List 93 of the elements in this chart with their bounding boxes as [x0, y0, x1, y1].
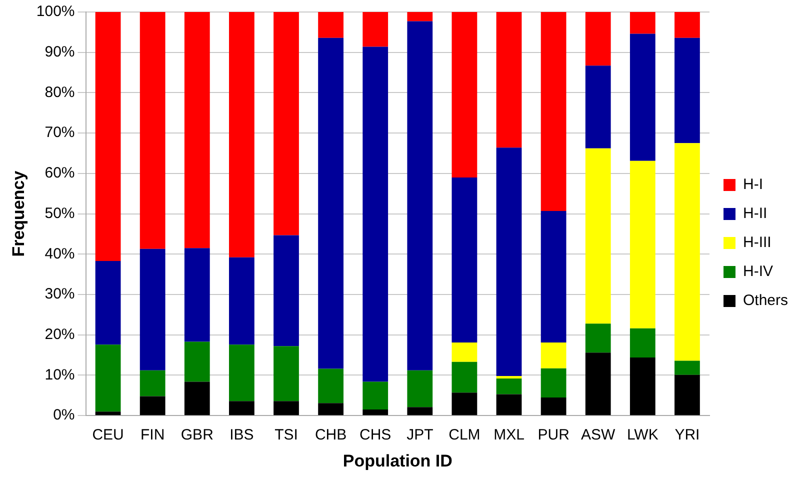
- bar: [496, 12, 522, 148]
- bar: [585, 12, 611, 66]
- bar: [362, 46, 388, 382]
- bar: [95, 344, 121, 412]
- bar: [95, 12, 121, 262]
- bar: [274, 346, 299, 402]
- x-tick-label: CHB: [314, 426, 347, 444]
- bar: [674, 143, 700, 361]
- bar: [184, 342, 210, 382]
- bar: [496, 378, 522, 394]
- x-tick-label: FIN: [140, 426, 165, 444]
- bar: [630, 12, 656, 34]
- bar: [140, 12, 166, 249]
- bar: [585, 148, 611, 324]
- bar: [630, 34, 656, 161]
- bar: [674, 374, 700, 416]
- bar: [407, 21, 433, 370]
- y-tick-label: 100%: [36, 3, 75, 20]
- bar: [274, 401, 299, 416]
- bar: [585, 324, 611, 353]
- y-tick-label: 20%: [44, 326, 75, 344]
- bar: [630, 328, 656, 358]
- legend-label: H-IV: [742, 263, 773, 280]
- bar: [407, 407, 433, 416]
- bar: [585, 66, 611, 148]
- bar: [630, 160, 656, 328]
- x-tick-label: CLM: [448, 426, 480, 444]
- x-tick-label: YRI: [674, 426, 700, 444]
- y-tick-label: 70%: [44, 124, 75, 142]
- bar: [452, 177, 478, 343]
- bar: [95, 261, 121, 345]
- bar: [674, 38, 700, 144]
- x-tick-label: IBS: [230, 426, 254, 444]
- bar: [362, 410, 388, 416]
- bar: [274, 235, 299, 346]
- bar: [674, 12, 700, 38]
- bar: [184, 12, 210, 248]
- x-tick-label: MXL: [494, 426, 524, 444]
- bar: [229, 12, 254, 258]
- bar: [452, 392, 478, 416]
- legend-label: Others: [742, 292, 788, 310]
- bar: [184, 248, 210, 342]
- bar: [318, 368, 344, 404]
- y-axis-title: Frequency: [8, 170, 28, 257]
- bar: [585, 352, 611, 416]
- bar: [452, 362, 478, 393]
- bar: [229, 257, 254, 345]
- bar: [362, 12, 388, 47]
- y-tick-label: 30%: [44, 286, 75, 303]
- x-tick-label: JPT: [406, 426, 434, 444]
- bar: [407, 370, 433, 408]
- y-tick-label: 0%: [53, 406, 75, 424]
- x-tick-label: CHS: [360, 426, 392, 444]
- x-tick-label: PUR: [538, 426, 570, 444]
- bar: [540, 368, 566, 398]
- y-tick-label: 40%: [44, 245, 75, 262]
- bar: [540, 12, 566, 211]
- bar: [318, 12, 344, 38]
- bar: [362, 382, 388, 410]
- bar: [540, 342, 566, 368]
- y-tick-label: 60%: [44, 164, 75, 182]
- bar: [630, 357, 656, 416]
- x-tick-label: GBR: [180, 426, 214, 444]
- bar: [496, 394, 522, 416]
- bar: [540, 210, 566, 343]
- y-tick-label: 50%: [44, 204, 75, 222]
- bar: [140, 370, 166, 396]
- bar: [407, 12, 433, 22]
- x-tick-label: ASW: [581, 426, 616, 444]
- bar: [496, 148, 522, 376]
- bar: [452, 12, 478, 178]
- x-tick-label: TSI: [274, 426, 298, 444]
- y-tick-label: 80%: [44, 84, 75, 101]
- legend-label: H-I: [742, 176, 763, 194]
- bar: [674, 360, 700, 375]
- bar: [140, 248, 166, 370]
- legend-label: H-II: [742, 205, 768, 222]
- bar: [184, 382, 210, 416]
- x-tick-label: LWK: [626, 426, 658, 444]
- bar: [540, 397, 566, 416]
- x-tick-label: CEU: [92, 426, 124, 444]
- legend-label: H-III: [742, 234, 772, 252]
- y-tick-label: 90%: [44, 44, 75, 60]
- y-tick-label: 10%: [44, 366, 75, 384]
- bar: [318, 38, 344, 369]
- bar: [229, 344, 254, 402]
- x-axis-title: Population ID: [342, 451, 452, 470]
- bar: [318, 403, 344, 416]
- bar: [274, 12, 299, 236]
- bar: [95, 412, 121, 416]
- bar: [452, 342, 478, 362]
- bar: [229, 401, 254, 416]
- bar: [140, 396, 166, 416]
